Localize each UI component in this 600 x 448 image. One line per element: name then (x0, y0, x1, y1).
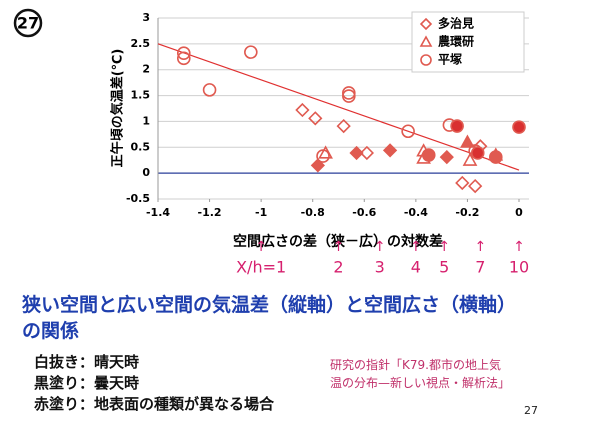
annotation-label: 3 (375, 258, 385, 277)
point (439, 149, 454, 165)
point (512, 120, 526, 134)
reference-line: 温の分布—新しい視点・解析法」 (330, 376, 511, 390)
point (244, 45, 258, 59)
point (460, 134, 475, 148)
legend-label: 平塚 (438, 53, 462, 67)
legend-label: 農環研 (438, 34, 474, 49)
heading-line: 狭い空間と広い空間の気温差（縦軸）と空間広さ（横軸） (22, 294, 517, 316)
x-tick-label: -0.4 (404, 206, 428, 219)
legend-box (411, 11, 525, 73)
y-tick-label: 2.5 (131, 37, 151, 50)
note: 白抜き：晴天時 (34, 353, 140, 371)
notes: 白抜き：晴天時 黒塗り：曇天時 赤塗り：地表面の種類が異なる場合 (34, 352, 274, 415)
point (382, 143, 398, 158)
reference-line: 研究の指針「K79.都市の地上気 (330, 358, 501, 372)
y-tick-label: 2 (142, 63, 150, 76)
note: 黒塗り：曇天時 (34, 374, 140, 392)
point (295, 102, 310, 118)
chart: 27 正午頃の気温差(℃) 空間広さの差（狭－広）の対数差 -0.500.511… (13, 8, 529, 277)
point (349, 145, 364, 161)
y-tick-label: 1.5 (131, 89, 151, 102)
point (401, 124, 415, 139)
x-tick-label: -0.2 (455, 206, 479, 219)
x-tick-label: -1 (255, 206, 267, 219)
annotation-arrow: ↑ (410, 239, 422, 255)
point (310, 158, 326, 173)
legend-marker (419, 35, 433, 47)
annotation-label: X/h=1 (236, 258, 286, 277)
point (450, 119, 464, 133)
y-tick-label: -0.5 (126, 192, 150, 205)
y-tick-label: 3 (142, 11, 150, 24)
annotation-arrow: ↑ (333, 239, 345, 255)
point (468, 178, 483, 194)
annotation-arrow: ↑ (513, 239, 525, 255)
annotation-arrow: ↑ (374, 239, 386, 255)
legend-label: 多治見 (438, 16, 474, 31)
point (336, 118, 351, 134)
point (359, 145, 374, 161)
point (316, 149, 330, 163)
annotation-label: 10 (509, 258, 529, 277)
y-tick-label: 0 (142, 166, 150, 179)
legend-marker (419, 17, 433, 31)
point (308, 111, 323, 126)
point (462, 152, 478, 166)
badge: 27 (17, 14, 39, 33)
annotation-arrow: ↑ (438, 239, 450, 255)
annotation-arrow: ↑ (255, 239, 267, 255)
point (455, 175, 470, 191)
point (176, 46, 191, 60)
y-tick-label: 1 (142, 114, 150, 127)
point (470, 146, 485, 160)
point (421, 148, 436, 162)
badge-ring (13, 8, 43, 38)
x-tick-label: -0.8 (301, 206, 325, 219)
y-tick-label: 0.5 (131, 140, 151, 153)
y-axis-label: 正午頃の気温差(℃) (110, 49, 126, 168)
heading-line: の関係 (22, 320, 80, 342)
point (342, 89, 356, 103)
annotation-arrow: ↑ (474, 239, 486, 255)
annotation-label: 7 (475, 258, 485, 277)
heading: 狭い空間と広い空間の気温差（縦軸）と空間広さ（横軸） の関係 (22, 292, 516, 344)
x-tick-label: -1.4 (146, 206, 170, 219)
point (488, 150, 503, 164)
page-number: 27 (524, 404, 538, 417)
x-tick-label: -0.6 (352, 206, 376, 219)
point (176, 51, 191, 66)
reference: 研究の指針「K79.都市の地上気 温の分布—新しい視点・解析法」 (330, 356, 510, 392)
x-axis-label: 空間広さの差（狭－広）の対数差 (233, 233, 443, 250)
note: 赤塗り：地表面の種類が異なる場合 (34, 395, 275, 413)
trend-line (157, 43, 520, 171)
point (202, 83, 217, 97)
legend-marker (420, 54, 432, 66)
x-tick-label: -1.2 (198, 206, 222, 219)
annotation-label: 2 (333, 258, 343, 277)
annotation-label: 5 (439, 258, 449, 277)
annotation-label: 4 (411, 258, 421, 277)
x-tick-label: 0 (515, 206, 523, 219)
